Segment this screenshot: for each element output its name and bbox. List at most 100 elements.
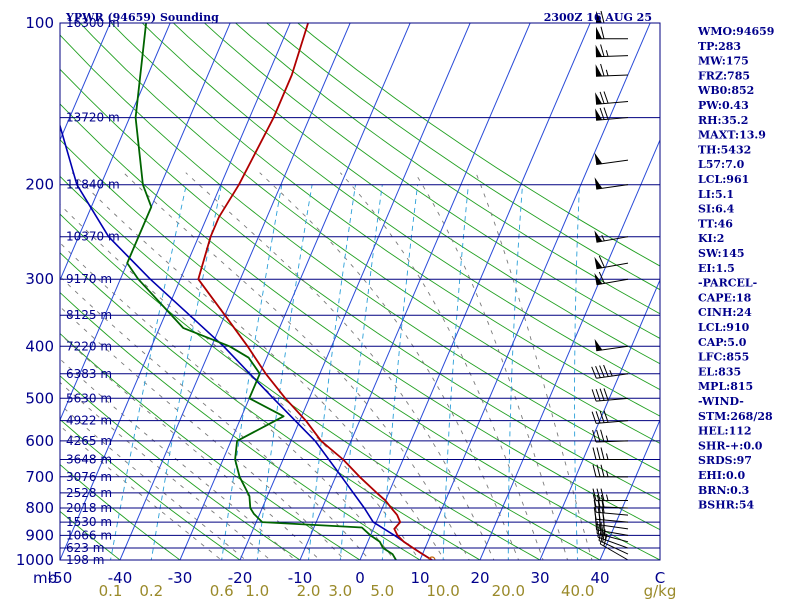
pressure-label: 800	[25, 499, 54, 517]
pressure-label: 700	[25, 468, 54, 486]
wind-barb	[591, 364, 629, 379]
index-line: TH:5432	[698, 143, 751, 156]
wind-barb	[595, 107, 629, 121]
moist-adiabat	[123, 172, 470, 560]
pressure-label: 1000	[16, 551, 54, 569]
height-label: 623 m	[66, 541, 104, 555]
temperature-label: 10	[410, 569, 429, 587]
wind-barb	[596, 521, 629, 543]
mixing-ratio-labels: 0.1 0.2 0.6 1.0 2.0 3.0 5.0 10.0 20.0 40.0 g/kg	[99, 582, 677, 600]
mixing-ratio-label: 20.0	[492, 582, 525, 600]
temperature-label: -30	[168, 569, 193, 587]
pressure-label: 900	[25, 526, 54, 544]
temperature-line	[197, 23, 433, 560]
index-line: SI:6.4	[698, 203, 735, 216]
pressure-label: 500	[25, 389, 54, 407]
valid-time: 2300Z 16 AUG 25	[544, 11, 652, 24]
moist-adiabat	[414, 172, 569, 560]
sounding-profiles	[60, 23, 436, 560]
index-line: SRDS:97	[698, 454, 752, 467]
height-label: 11840 m	[66, 178, 120, 192]
isotherm	[60, 23, 231, 422]
temperature-label: -20	[228, 569, 253, 587]
index-line: LCL:910	[698, 321, 750, 334]
moist-adiabat	[259, 172, 520, 560]
dry-adiabat	[60, 291, 421, 560]
height-label: 9170 m	[66, 272, 112, 286]
wind-barbs	[591, 10, 629, 561]
mixing-ratio-line	[574, 184, 580, 560]
dry-adiabat	[60, 375, 301, 560]
isotherm	[599, 418, 660, 560]
index-line: SW:145	[698, 247, 745, 260]
height-label: 3648 m	[66, 453, 112, 467]
isotherm	[479, 138, 660, 560]
temperature-label: -40	[108, 569, 133, 587]
wind-barb	[595, 44, 629, 58]
temperature-axis-labels: -50 -40 -30 -20 -10 0 10 20 30 40 C	[48, 569, 665, 587]
index-line: MAXT:13.9	[698, 129, 766, 142]
height-label: 5630 m	[66, 391, 112, 405]
mixing-ratio-unit: g/kg	[644, 582, 677, 600]
moist-adiabat	[60, 242, 396, 560]
temperature-label: -10	[288, 569, 313, 587]
index-line: FRZ:785	[698, 69, 750, 82]
index-line: MW:175	[698, 55, 749, 68]
wind-barb	[592, 488, 629, 502]
moist-adiabat	[185, 172, 495, 560]
index-line: L57:7.0	[698, 158, 745, 171]
isotherm	[179, 23, 411, 560]
moist-adiabat	[475, 172, 593, 560]
isotherm	[539, 278, 660, 560]
mixing-ratio-line	[256, 184, 313, 560]
isotherm	[60, 23, 111, 142]
index-line: -WIND-	[698, 395, 744, 408]
pressure-unit-label: mb	[33, 569, 57, 587]
mixing-ratio-label: 5.0	[370, 582, 394, 600]
height-label: 4922 m	[66, 414, 112, 428]
isotherm	[359, 23, 591, 560]
index-line: BRN:0.3	[698, 484, 749, 497]
wind-barb	[591, 388, 629, 402]
height-label: 4265 m	[66, 434, 112, 448]
pressure-label: 300	[25, 270, 54, 288]
index-line: LCL:961	[698, 173, 749, 186]
moist-adiabat	[60, 404, 247, 560]
index-line: CAPE:18	[698, 291, 752, 304]
dewpoint-line	[126, 23, 397, 560]
height-label: 1066 m	[66, 528, 112, 542]
wind-barb	[594, 230, 629, 243]
parcel-path	[60, 123, 433, 560]
mixing-ratio-line	[442, 184, 469, 560]
mixing-ratio-label: 2.0	[297, 582, 321, 600]
height-label: 3076 m	[66, 470, 112, 484]
plot-frame	[59, 22, 661, 561]
index-line: PW:0.43	[698, 99, 749, 112]
dry-adiabat	[60, 464, 181, 560]
height-label: 6383 m	[66, 367, 112, 381]
mixing-ratio-label: 10.0	[426, 582, 459, 600]
index-line: CAP:5.0	[698, 336, 747, 349]
mixing-ratio-line	[308, 184, 356, 560]
wind-barb	[594, 152, 629, 165]
moist-adiabat	[60, 203, 420, 560]
temperature-label: -50	[48, 569, 73, 587]
dry-adiabat	[60, 68, 660, 501]
wind-barb	[593, 507, 629, 523]
mixing-ratio-line	[339, 184, 383, 560]
isotherm	[119, 23, 351, 560]
temperature-label: 0	[355, 569, 365, 587]
pressure-label: 600	[25, 432, 54, 450]
index-line: TP:283	[698, 40, 741, 53]
height-label: 2018 m	[66, 501, 112, 515]
wind-barb	[595, 26, 629, 40]
wind-barb	[592, 447, 629, 461]
moist-adiabat	[60, 306, 346, 560]
moist-adiabat	[60, 275, 371, 560]
isotherm	[60, 23, 171, 282]
wind-barb	[597, 524, 629, 549]
